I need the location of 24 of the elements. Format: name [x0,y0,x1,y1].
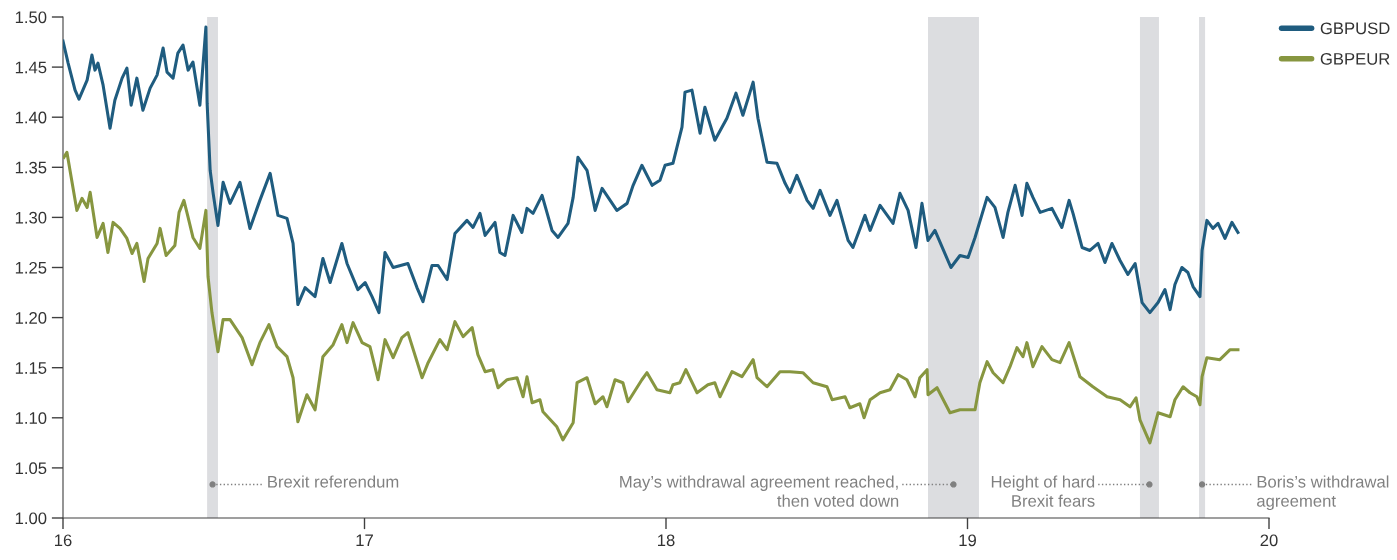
y-tick-label: 1.30 [15,211,47,224]
band-label: Height of hard Brexit fears [991,475,1095,507]
y-tick-label: 1.15 [15,362,47,374]
y-tick-label: 1.10 [15,412,47,424]
x-tick-label: 17 [356,534,373,547]
y-tick-label: 1.05 [15,462,47,475]
x-tick-label: 18 [658,534,675,547]
band-label: Brexit referendum [268,475,399,488]
y-tick-label: 1.45 [15,61,47,74]
y-tick-label: 1.20 [15,312,47,324]
x-tick-label: 19 [959,534,976,547]
y-tick-label: 1.40 [15,111,47,124]
y-tick-label: 1.50 [15,11,47,24]
legend-label: GBPUSD [1320,22,1390,35]
x-tick-label: 20 [1260,534,1278,547]
x-tick-label: 16 [55,534,72,547]
legend-label: GBPEUR [1320,52,1390,65]
y-tick-label: 1.25 [15,261,47,274]
band-label: Boris’s withdrawal agreement [1257,475,1389,511]
y-tick-label: 1.35 [15,161,47,174]
line-series [63,25,1240,315]
y-tick-label: 1.00 [15,512,47,525]
line-series [63,150,1240,445]
band-label: May’s withdrawal agreement reached, then voted down [620,475,899,507]
